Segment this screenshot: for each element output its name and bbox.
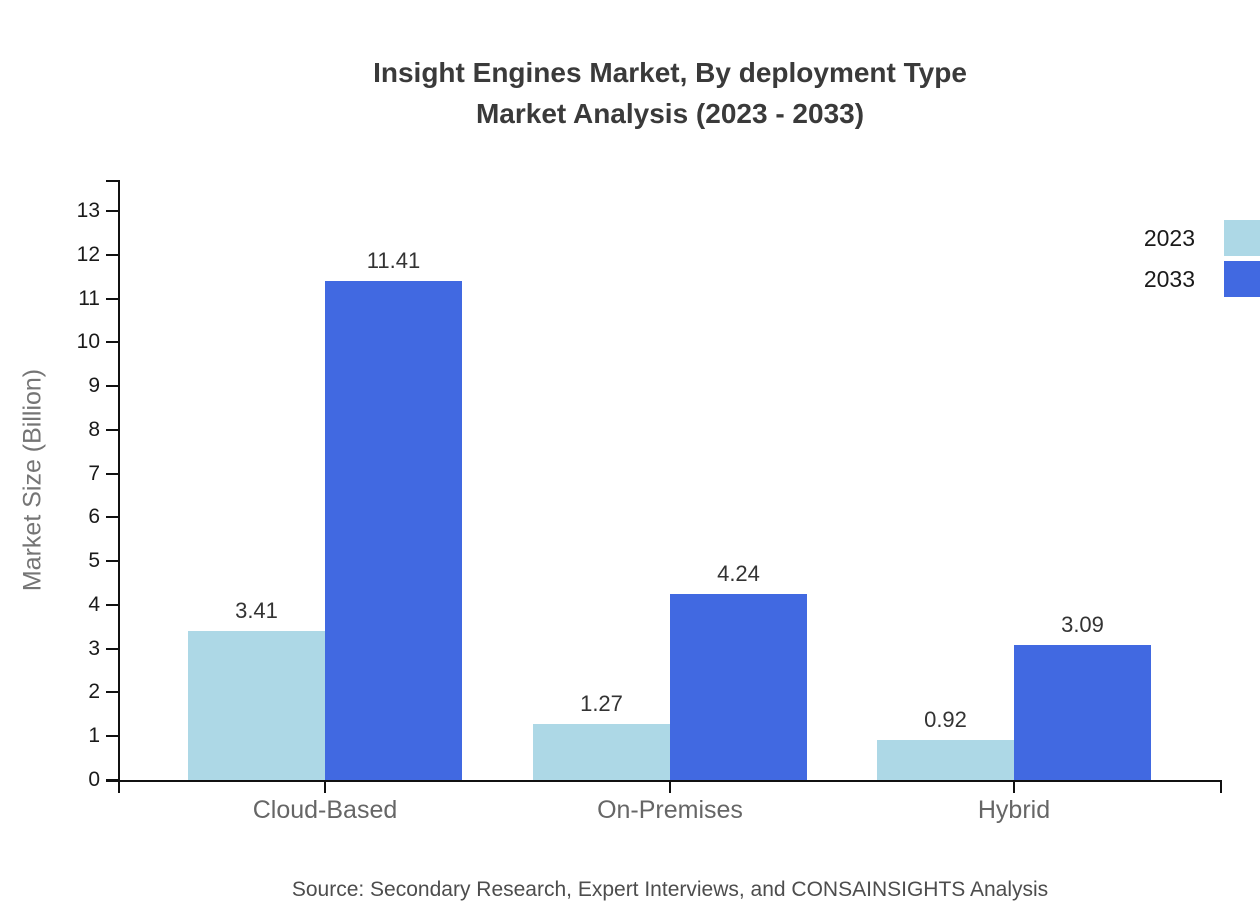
x-axis-line: [106, 780, 1222, 782]
y-tick-label: 13: [76, 199, 100, 222]
bar-2023-cloud-based: [188, 630, 325, 780]
x-axis-end-tick: [1220, 780, 1222, 793]
y-tick-label: 4: [88, 592, 100, 616]
y-tick-mark: [106, 253, 119, 256]
bar-2033-on-premises: [670, 594, 807, 780]
y-tick-mark: [106, 516, 119, 519]
category-label: Cloud-Based: [252, 796, 398, 824]
category-label: Hybrid: [977, 796, 1051, 824]
y-axis-end-tick: [106, 180, 119, 182]
x-tick-mark: [669, 782, 671, 793]
y-tick-mark: [106, 735, 119, 738]
chart-title-line2: Market Analysis (2023 - 2033): [475, 98, 865, 129]
y-tick-mark: [106, 210, 119, 212]
y-tick-label: 9: [88, 374, 100, 398]
bar-2023-on-premises: [533, 724, 670, 780]
legend-swatch-2023: [1224, 220, 1260, 256]
category-label: On-Premises: [597, 796, 743, 824]
y-tick-label: 1: [88, 724, 100, 748]
chart-title: Insight Engines Market, By deployment Ty…: [80, 52, 1260, 134]
source-text: Source: Secondary Research, Expert Inter…: [291, 878, 1049, 901]
legend-label-2023: 2023: [1143, 224, 1195, 251]
y-tick-mark: [106, 428, 119, 431]
y-tick-mark: [106, 385, 119, 388]
y-tick-label: 3: [88, 636, 100, 660]
legend-swatch-2033: [1224, 261, 1260, 297]
chart-title-line1: Insight Engines Market, By deployment Ty…: [373, 57, 967, 88]
y-tick-label: 2: [88, 680, 100, 704]
legend-item-2033: 2033: [1144, 261, 1260, 297]
legend-item-2023: 2023: [1144, 220, 1260, 256]
bar-value-label: 3.09: [1061, 611, 1104, 637]
y-tick-mark: [106, 603, 119, 606]
bar-value-label: 1.27: [580, 691, 623, 717]
legend: 2023 2033: [1144, 220, 1260, 297]
y-tick-label: 0: [88, 768, 100, 791]
y-tick-label: 12: [76, 242, 100, 266]
legend-label-2033: 2033: [1143, 265, 1195, 292]
y-tick-label: 11: [78, 286, 100, 310]
y-tick-label: 5: [88, 549, 100, 573]
bar-value-label: 3.41: [235, 597, 278, 623]
bar-value-label: 0.92: [924, 706, 967, 732]
bar-2033-hybrid: [1014, 644, 1151, 780]
y-tick-mark: [106, 560, 119, 563]
y-tick-mark: [106, 691, 119, 694]
bar-2033-cloud-based: [325, 280, 462, 780]
y-tick-label: 7: [88, 461, 100, 485]
y-tick-mark: [106, 779, 119, 781]
y-tick-mark: [106, 647, 119, 650]
y-tick-label: 8: [88, 417, 100, 441]
y-tick-mark: [106, 297, 119, 300]
y-tick-label: 10: [76, 330, 100, 354]
bar-value-label: 11.41: [366, 247, 421, 273]
x-tick-mark: [1013, 782, 1015, 793]
y-tick-mark: [106, 341, 119, 344]
y-axis-line: [118, 180, 120, 793]
y-tick-label: 6: [88, 505, 100, 529]
x-tick-mark: [324, 782, 326, 793]
bar-2023-hybrid: [877, 739, 1014, 780]
y-tick-mark: [106, 472, 119, 475]
bar-value-label: 4.24: [717, 561, 760, 587]
